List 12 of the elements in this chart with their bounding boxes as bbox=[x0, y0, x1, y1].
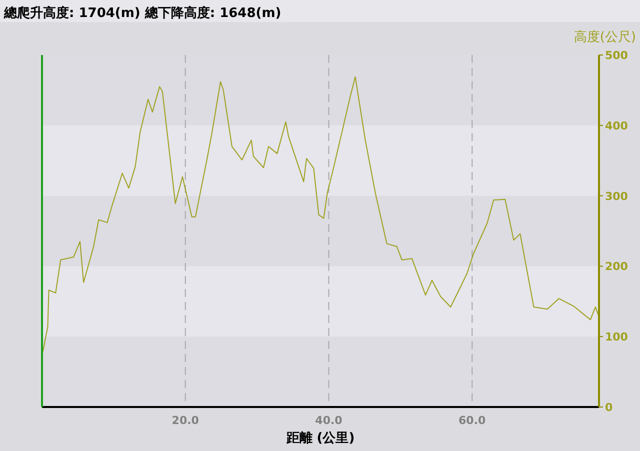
chart-title: 總爬升高度: 1704(m) 總下降高度: 1648(m) bbox=[3, 5, 282, 21]
y-tick-label: 400 bbox=[605, 119, 628, 132]
y-tick-label: 500 bbox=[605, 49, 628, 62]
y-tick-label: 300 bbox=[605, 190, 628, 203]
y-tick-label: 200 bbox=[605, 260, 628, 274]
x-tick-label: 20.0 bbox=[172, 414, 200, 427]
y-tick-label: 100 bbox=[605, 330, 628, 344]
x-tick-label: 60.0 bbox=[458, 414, 486, 427]
y-axis-title: 高度(公尺) bbox=[574, 29, 636, 45]
x-axis-title: 距離 (公里) bbox=[285, 431, 355, 446]
y-tick-label: 0 bbox=[605, 401, 613, 414]
x-tick-label: 40.0 bbox=[315, 414, 343, 427]
